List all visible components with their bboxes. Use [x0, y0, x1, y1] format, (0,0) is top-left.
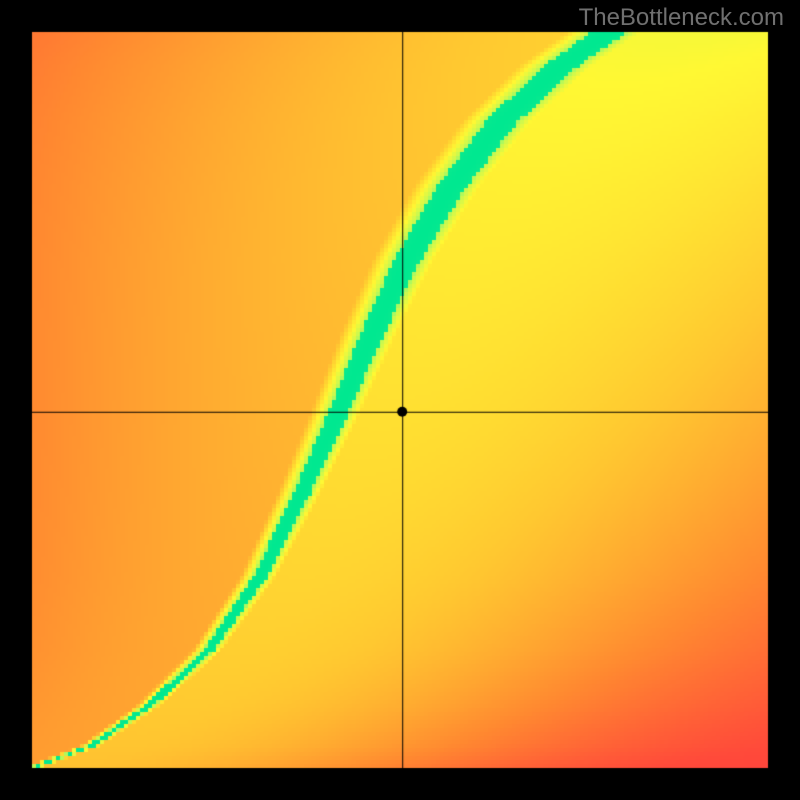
- watermark-label: TheBottleneck.com: [579, 4, 784, 32]
- bottleneck-heatmap: [0, 0, 800, 800]
- chart-container: TheBottleneck.com: [0, 0, 800, 800]
